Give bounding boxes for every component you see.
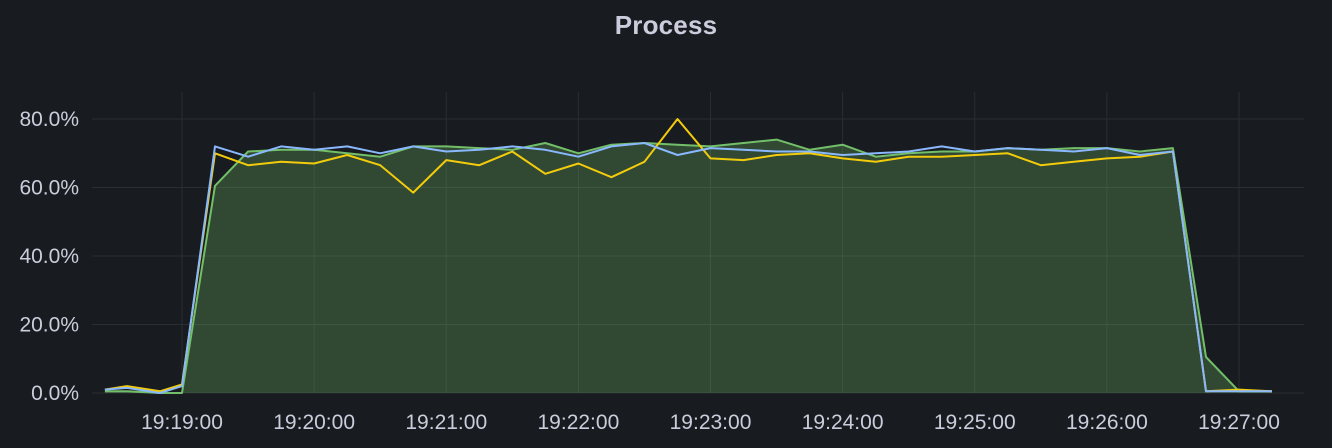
y-tick-label: 0.0%: [31, 382, 79, 405]
series-2-line: [104, 118, 1273, 393]
y-tick-label: 60.0%: [19, 177, 79, 200]
series-1-line: [104, 138, 1272, 394]
series-1-area: [104, 139, 1272, 393]
series-3-line: [104, 142, 1272, 394]
x-tick-label: 19:19:00: [141, 411, 223, 434]
x-tick-label: 19:27:00: [1198, 411, 1280, 434]
x-tick-label: 19:24:00: [802, 411, 884, 434]
panel-title[interactable]: Process: [614, 10, 718, 40]
y-tick-label: 80.0%: [19, 108, 79, 131]
x-tick-label: 19:25:00: [934, 411, 1016, 434]
y-tick-label: 20.0%: [19, 314, 79, 337]
x-tick-label: 19:23:00: [670, 411, 752, 434]
y-tick-label: 40.0%: [19, 245, 79, 268]
x-tick-label: 19:20:00: [273, 411, 355, 434]
x-tick-label: 19:26:00: [1066, 411, 1148, 434]
x-tick-label: 19:22:00: [538, 411, 620, 434]
x-tick-label: 19:21:00: [405, 411, 487, 434]
